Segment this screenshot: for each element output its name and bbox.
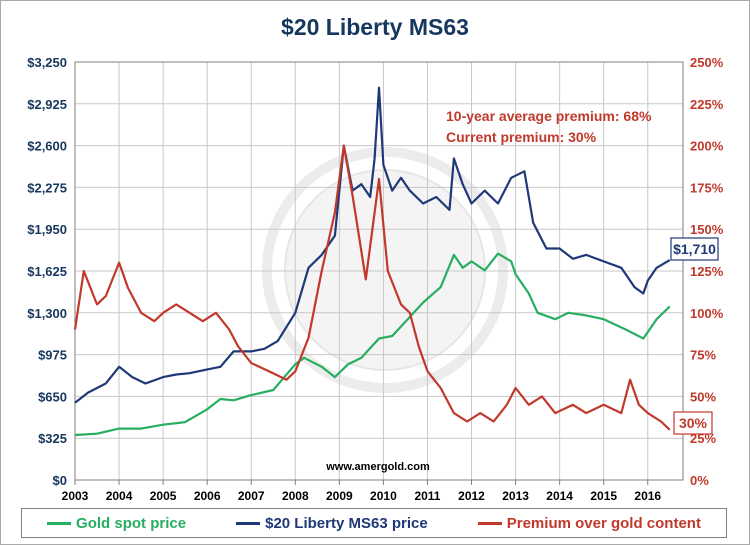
legend-swatch-liberty [236, 521, 261, 525]
y-tick-right: 25% [690, 431, 716, 446]
y-tick-left: $325 [38, 431, 67, 446]
annotation-current-premium: Current premium: 30% [446, 129, 597, 145]
x-tick-label: 2011 [414, 489, 440, 503]
x-tick-label: 2003 [62, 489, 89, 503]
legend-label-gold: Gold spot price [76, 514, 187, 532]
watermark-coin-face [284, 169, 486, 371]
y-tick-left: $1,625 [27, 264, 67, 279]
x-tick-label: 2008 [282, 489, 309, 503]
y-tick-right: 125% [690, 264, 724, 279]
y-tick-right: 75% [690, 348, 716, 363]
legend-label-premium: Premium over gold content [506, 514, 701, 532]
x-tick-label: 2006 [194, 489, 221, 503]
y-tick-right: 50% [690, 389, 716, 404]
liberty-price-line [74, 86, 671, 404]
y-tick-right: 100% [690, 306, 724, 321]
y-tick-right: 0% [690, 473, 709, 488]
x-tick-label: 2005 [150, 489, 177, 503]
y-tick-left: $2,600 [27, 139, 67, 154]
x-tick-label: 2009 [326, 489, 353, 503]
legend: Gold spot price $20 Liberty MS63 price P… [21, 508, 727, 538]
y-tick-right: 250% [690, 55, 724, 70]
y-tick-left: $650 [38, 389, 67, 404]
y-tick-right: 150% [690, 222, 724, 237]
callout-box-liberty [670, 237, 719, 261]
legend-item-premium: Premium over gold content [477, 514, 701, 532]
annotation-average-premium: 10-year average premium: 68% [446, 108, 652, 124]
x-tick-label: 2016 [634, 489, 661, 503]
legend-label-liberty: $20 Liberty MS63 price [265, 514, 428, 532]
legend-item-liberty: $20 Liberty MS63 price [236, 515, 428, 532]
y-tick-right: 200% [690, 139, 724, 154]
premium-line [73, 144, 671, 431]
x-tick-label: 2014 [546, 489, 573, 503]
x-tick-label: 2010 [370, 489, 397, 503]
y-tick-right: 225% [690, 97, 724, 112]
callout-liberty-value: $1,710 [673, 241, 716, 257]
y-tick-left: $975 [38, 348, 67, 363]
gold-spot-line [74, 252, 671, 437]
y-tick-left: $1,950 [27, 222, 67, 237]
y-tick-left: $2,275 [27, 180, 67, 195]
chart-title: $20 Liberty MS63 [281, 14, 469, 40]
callout-box-premium [673, 411, 713, 435]
y-tick-left: $3,250 [27, 55, 67, 70]
y-tick-left: $1,300 [27, 306, 67, 321]
x-tick-label: 2007 [238, 489, 265, 503]
y-tick-left: $0 [53, 473, 67, 488]
legend-swatch-gold [47, 521, 72, 525]
watermark-coin-ring [262, 147, 508, 393]
legend-swatch-premium [477, 521, 502, 525]
plot-area-border [74, 61, 684, 481]
x-tick-label: 2012 [458, 489, 485, 503]
x-tick-label: 2013 [502, 489, 529, 503]
y-tick-left: $2,925 [27, 97, 67, 112]
y-tick-right: 175% [690, 180, 724, 195]
x-tick-label: 2004 [106, 489, 133, 503]
legend-item-gold: Gold spot price [47, 515, 186, 532]
x-tick-label: 2015 [590, 489, 617, 503]
source-label: www.amergold.com [325, 461, 430, 473]
callout-premium-value: 30% [679, 415, 708, 431]
